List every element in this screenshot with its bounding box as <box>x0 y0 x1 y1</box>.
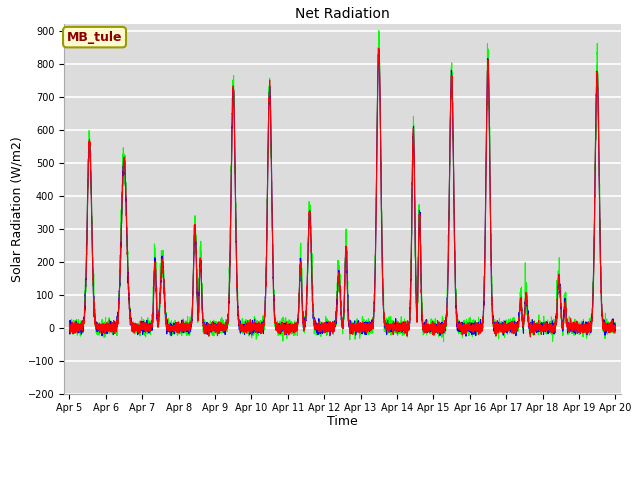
Y-axis label: Solar Radiation (W/m2): Solar Radiation (W/m2) <box>10 136 24 282</box>
X-axis label: Time: Time <box>327 415 358 428</box>
Legend: RNet_tule, RNet_wat, Rnet_4way: RNet_tule, RNet_wat, Rnet_4way <box>176 479 509 480</box>
Title: Net Radiation: Net Radiation <box>295 8 390 22</box>
Text: MB_tule: MB_tule <box>67 31 122 44</box>
